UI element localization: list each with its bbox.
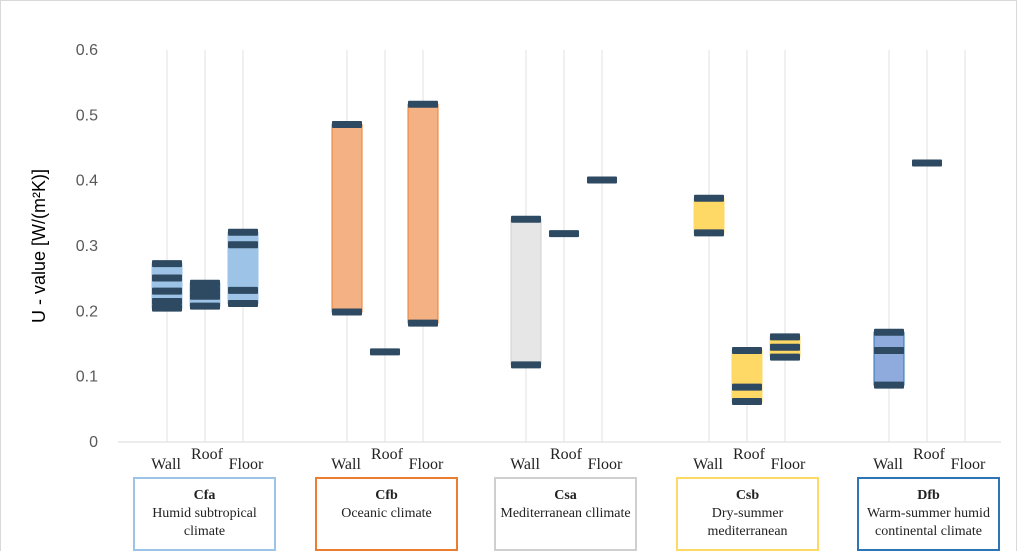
climate-description: Oceanic climate <box>341 506 432 521</box>
value-marker <box>694 194 724 202</box>
value-marker <box>732 383 762 391</box>
climate-description: Dry-summer mediterranean <box>707 506 788 539</box>
y-axis-label: U - value [W/(m²K)] <box>29 169 49 323</box>
value-marker <box>732 347 762 355</box>
y-tick-label: 0.4 <box>76 173 98 190</box>
climate-code: Csb <box>735 488 760 503</box>
value-marker <box>694 229 724 237</box>
value-marker <box>587 176 617 184</box>
value-marker <box>228 228 258 236</box>
climate-box-csb: Csb Dry-summer mediterranean <box>676 477 819 551</box>
category-label-floor: Floor <box>409 456 444 473</box>
range-bar-csb-roof <box>731 350 763 402</box>
value-marker <box>408 100 438 108</box>
climate-box-cfa: Cfa Humid subtropical climate <box>133 477 276 551</box>
category-label-roof: Roof <box>191 446 224 463</box>
value-marker <box>228 241 258 249</box>
value-marker <box>732 397 762 405</box>
category-label-roof: Roof <box>913 446 946 463</box>
range-bar-cfb-wall <box>331 123 363 313</box>
value-marker <box>770 353 800 361</box>
value-marker <box>190 302 220 310</box>
value-marker <box>874 328 904 336</box>
value-marker <box>190 286 220 294</box>
y-tick-label: 0.5 <box>76 107 98 124</box>
value-marker <box>549 230 579 238</box>
category-label-roof: Roof <box>371 446 404 463</box>
category-label-floor: Floor <box>588 456 623 473</box>
category-label-roof: Roof <box>550 446 583 463</box>
value-marker <box>152 304 182 312</box>
climate-box-dfb: Dfb Warm-summer humid continental climate <box>857 477 1000 551</box>
category-label-wall: Wall <box>151 456 181 473</box>
range-bar-csa-wall <box>510 218 542 366</box>
value-marker <box>874 381 904 389</box>
y-axis: 0 0.1 0.2 0.3 0.4 0.5 0.6 <box>76 42 98 451</box>
value-marker <box>770 343 800 351</box>
value-marker <box>874 347 904 355</box>
value-marker <box>152 274 182 282</box>
category-label-wall: Wall <box>331 456 361 473</box>
category-label-floor: Floor <box>771 456 806 473</box>
category-label-wall: Wall <box>510 456 540 473</box>
value-marker <box>770 333 800 341</box>
value-marker <box>332 120 362 128</box>
climate-code: Dfb <box>917 488 940 503</box>
value-marker <box>190 292 220 300</box>
y-tick-label: 0.6 <box>76 42 98 59</box>
value-marker <box>152 298 182 306</box>
category-label-wall: Wall <box>873 456 903 473</box>
value-marker <box>228 299 258 307</box>
climate-box-cfb: Cfb Oceanic climate <box>315 477 458 551</box>
value-marker <box>152 260 182 268</box>
climate-description: Humid subtropical climate <box>152 506 257 539</box>
y-tick-label: 0.1 <box>76 369 98 386</box>
value-marker <box>912 159 942 167</box>
y-tick-label: 0.3 <box>76 238 98 255</box>
climate-code: Cfa <box>193 488 216 503</box>
range-bar-csb-wall <box>693 197 725 234</box>
climate-code: Cfb <box>375 488 398 503</box>
climate-code: Csa <box>554 488 577 503</box>
climate-description: Mediterranean cllimate <box>500 506 631 521</box>
climate-box-csa: Csa Mediterranean cllimate <box>494 477 637 551</box>
category-label-floor: Floor <box>229 456 264 473</box>
category-label-wall: Wall <box>693 456 723 473</box>
value-marker <box>370 348 400 356</box>
value-markers <box>152 100 942 405</box>
category-label-roof: Roof <box>733 446 766 463</box>
y-tick-label: 0.2 <box>76 303 98 320</box>
y-tick-label: 0 <box>89 434 98 451</box>
category-label-floor: Floor <box>951 456 986 473</box>
value-marker <box>511 361 541 369</box>
range-bar-dfb-wall <box>873 331 905 386</box>
climate-description: Warm-summer humid continental climate <box>867 506 990 539</box>
value-marker <box>190 279 220 287</box>
value-marker <box>408 319 438 327</box>
value-marker <box>332 308 362 316</box>
category-labels: Wall Roof Floor Wall Roof Floor Wall Roof Floor W… <box>151 446 986 473</box>
range-bar-cfb-floor <box>407 103 439 324</box>
value-marker <box>152 287 182 295</box>
value-marker <box>511 215 541 223</box>
value-marker <box>228 286 258 294</box>
